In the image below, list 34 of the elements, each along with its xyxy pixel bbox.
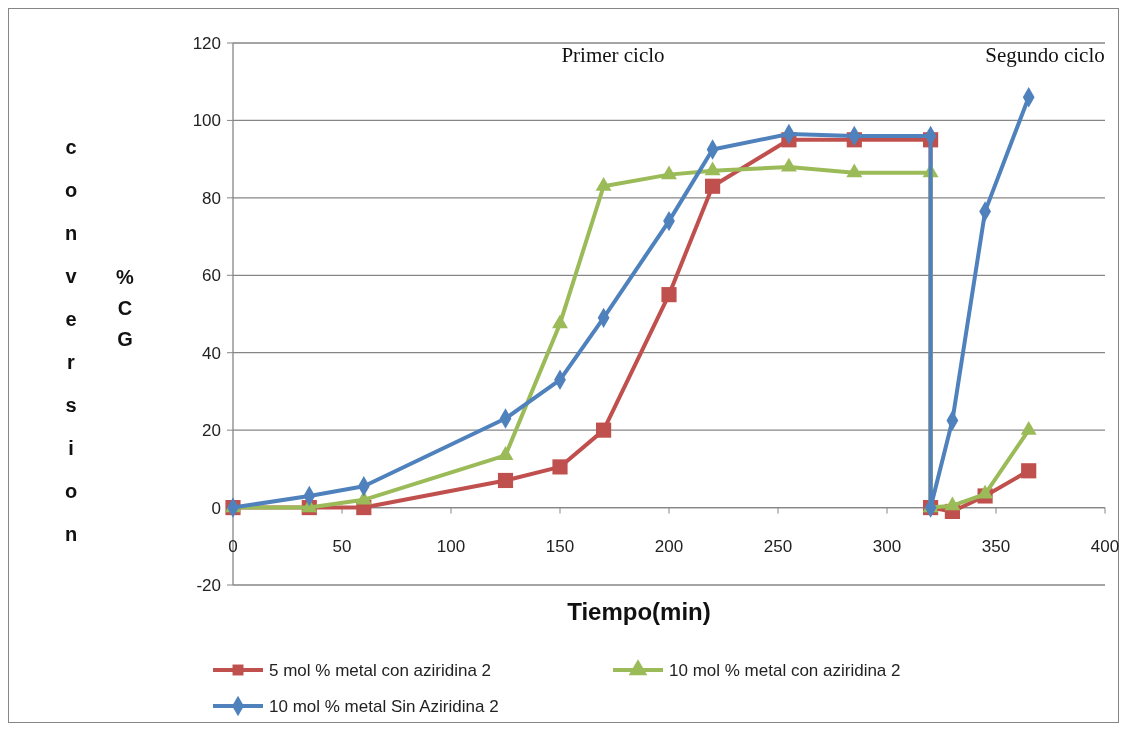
y-tick-label: -20 [196, 576, 221, 595]
annotation: Primer ciclo [561, 43, 665, 67]
x-tick-label: 0 [228, 536, 238, 556]
point [552, 459, 568, 475]
x-tick-label: 250 [763, 536, 793, 556]
text: conversion %CG [60, 136, 136, 566]
point [944, 496, 961, 511]
legend-label: 10 mol % metal con aziridina 2 [669, 661, 901, 680]
point [497, 446, 514, 460]
y-tick-label: 100 [192, 111, 221, 131]
point [977, 484, 994, 499]
x-tick-label: 350 [981, 536, 1011, 556]
annotation: Segundo ciclo [985, 43, 1105, 67]
legend-label: 5 mol % metal con aziridina 2 [269, 661, 492, 680]
y-tick-label: 120 [192, 34, 221, 53]
point [1021, 463, 1037, 479]
y-tick-label: 0 [211, 498, 221, 518]
point [497, 472, 514, 489]
x-tick-label: 200 [654, 536, 684, 556]
y-tick-label: 20 [202, 421, 221, 441]
x-tick-label: 100 [436, 536, 466, 556]
y-tick-label: 80 [202, 188, 221, 208]
point [661, 287, 677, 303]
x-tick-label: 150 [545, 536, 575, 556]
y-tick-label: 60 [202, 266, 221, 286]
x-tick-label: 300 [872, 536, 902, 556]
point [705, 178, 721, 194]
y-tick-label: 40 [202, 343, 221, 363]
x-axis-title: Tiempo(min) [567, 598, 711, 625]
point [552, 314, 568, 329]
x-tick-label: 50 [332, 536, 352, 556]
legend-label: 10 mol % metal Sin Aziridina 2 [269, 697, 499, 716]
point [596, 422, 612, 438]
x-tick-label: 400 [1090, 536, 1120, 556]
